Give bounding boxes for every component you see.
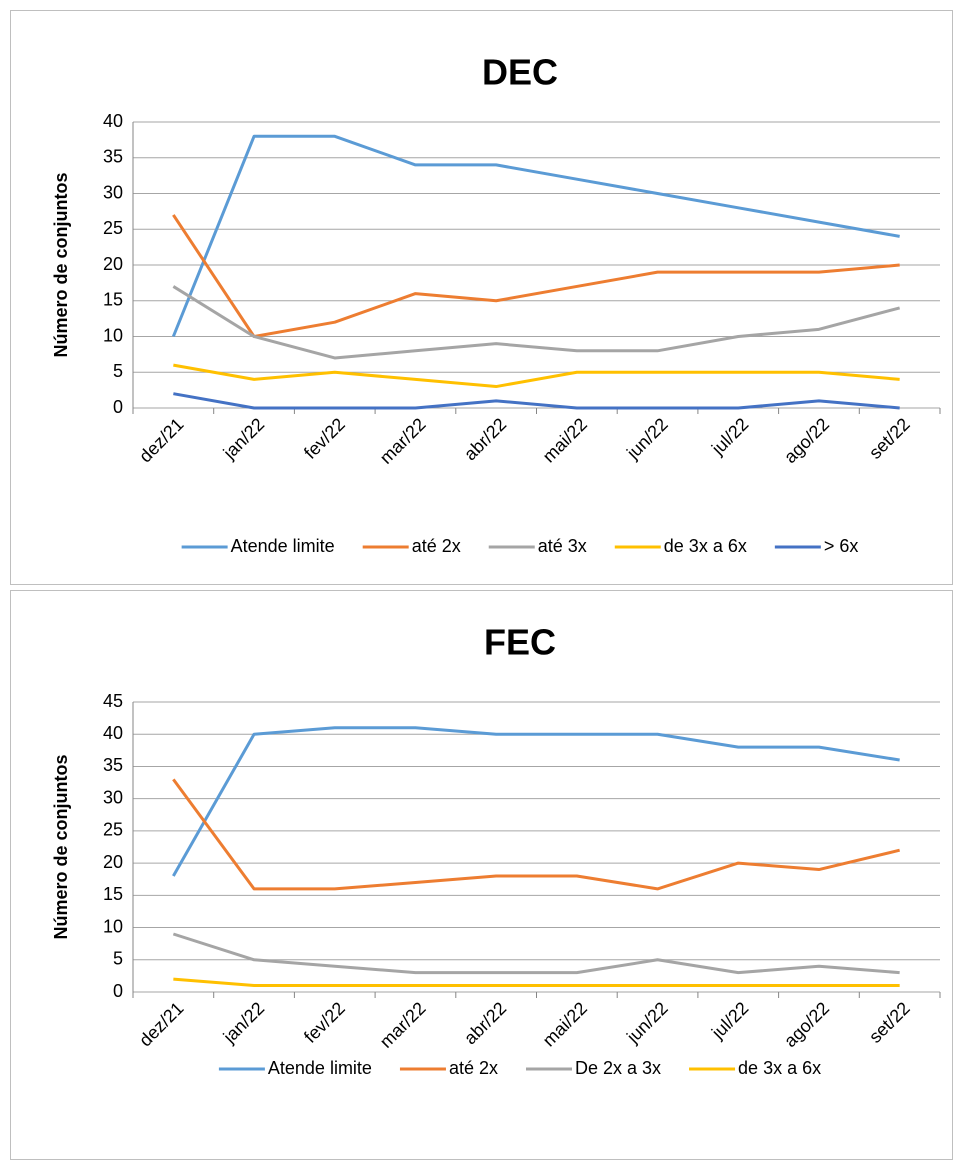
legend-label: de 3x a 6x xyxy=(664,536,747,556)
x-tick-label: set/22 xyxy=(865,998,914,1047)
x-tick-label: jun/22 xyxy=(622,998,672,1048)
x-tick-label: dez/21 xyxy=(135,998,187,1050)
x-tick-label: dez/21 xyxy=(135,414,187,466)
x-tick-label: abr/22 xyxy=(460,998,510,1048)
y-tick-label: 0 xyxy=(113,397,123,417)
series-line xyxy=(172,778,900,891)
legend-label: > 6x xyxy=(824,536,859,556)
y-tick-label: 10 xyxy=(103,916,123,936)
x-tick-label: jan/22 xyxy=(219,998,269,1048)
y-tick-label: 40 xyxy=(103,723,123,743)
chart-title: FEC xyxy=(484,622,556,663)
x-tick-label: jul/22 xyxy=(707,998,752,1043)
y-tick-label: 0 xyxy=(113,981,123,1001)
x-tick-label: abr/22 xyxy=(460,414,510,464)
y-tick-label: 35 xyxy=(103,147,123,167)
y-tick-label: 30 xyxy=(103,182,123,202)
y-tick-label: 35 xyxy=(103,755,123,775)
x-tick-label: fev/22 xyxy=(300,998,349,1047)
legend-label: Atende limite xyxy=(268,1058,372,1078)
x-tick-label: jan/22 xyxy=(219,414,269,464)
legend-label: até 3x xyxy=(538,536,587,556)
legend-label: de 3x a 6x xyxy=(738,1058,821,1078)
y-tick-label: 25 xyxy=(103,218,123,238)
x-tick-label: jun/22 xyxy=(622,414,672,464)
series-line xyxy=(173,363,900,389)
x-tick-label: mai/22 xyxy=(539,998,591,1050)
y-axis-label: Número de conjuntos xyxy=(51,172,71,357)
legend-label: De 2x a 3x xyxy=(575,1058,661,1078)
series-line xyxy=(171,134,900,338)
y-tick-label: 15 xyxy=(103,884,123,904)
x-tick-label: set/22 xyxy=(865,414,914,463)
x-tick-label: ago/22 xyxy=(780,998,833,1051)
series-line xyxy=(172,932,900,975)
x-tick-label: fev/22 xyxy=(300,414,349,463)
chart-border xyxy=(10,10,953,585)
x-tick-label: jul/22 xyxy=(707,414,752,459)
x-tick-label: mar/22 xyxy=(376,414,430,468)
y-tick-label: 45 xyxy=(103,691,123,711)
x-tick-label: mar/22 xyxy=(376,998,430,1052)
y-tick-label: 10 xyxy=(103,325,123,345)
y-tick-label: 20 xyxy=(103,254,123,274)
legend-label: até 2x xyxy=(449,1058,498,1078)
y-tick-label: 15 xyxy=(103,290,123,310)
y-tick-label: 25 xyxy=(103,820,123,840)
series-line xyxy=(172,285,901,360)
legend-label: Atende limite xyxy=(231,536,335,556)
y-tick-label: 20 xyxy=(103,852,123,872)
y-tick-label: 5 xyxy=(113,949,123,969)
y-axis-label: Número de conjuntos xyxy=(51,754,71,939)
legend-label: até 2x xyxy=(412,536,461,556)
chart-title: DEC xyxy=(482,52,558,93)
y-tick-label: 30 xyxy=(103,787,123,807)
series-line xyxy=(172,214,900,338)
series-line xyxy=(173,977,900,988)
series-line xyxy=(172,726,900,877)
y-tick-label: 5 xyxy=(113,361,123,381)
series-line xyxy=(173,392,900,410)
x-tick-label: mai/22 xyxy=(539,414,591,466)
y-tick-label: 40 xyxy=(103,111,123,131)
x-tick-label: ago/22 xyxy=(780,414,833,467)
